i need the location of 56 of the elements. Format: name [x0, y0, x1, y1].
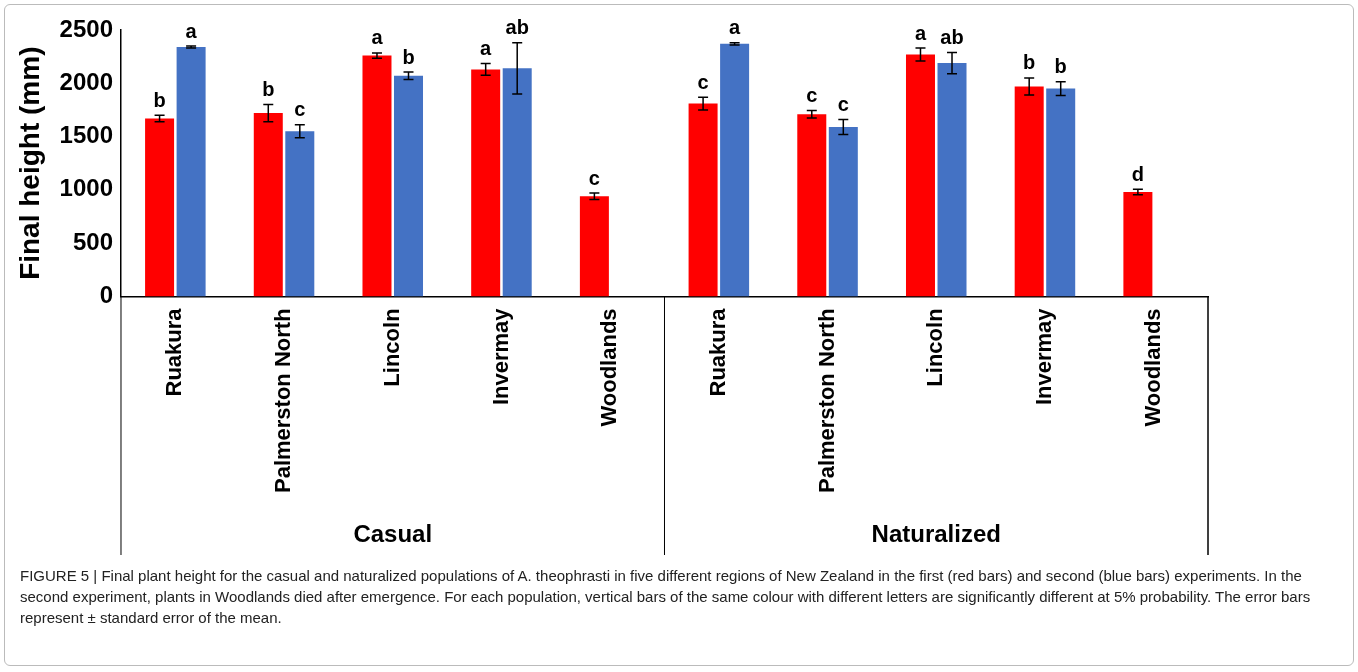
x-tick-label: Woodlands: [596, 308, 622, 427]
x-tick-label: Invermay: [487, 307, 513, 406]
y-tick-label: 2000: [59, 67, 113, 95]
data-label: a: [185, 19, 198, 42]
bar: [688, 103, 718, 297]
data-label: a: [480, 37, 493, 60]
bar: [1014, 86, 1044, 297]
text: Casual: [353, 519, 433, 547]
bar: [905, 54, 935, 297]
x-tick-label: Ruakura: [161, 307, 187, 397]
data-label: a: [729, 16, 742, 39]
data-label: a: [371, 26, 384, 49]
data-label: b: [262, 78, 275, 101]
y-tick-label: 2500: [59, 14, 113, 42]
bar: [720, 43, 750, 297]
x-tick-label: Palmerston North: [813, 308, 839, 494]
bar: [828, 126, 858, 297]
y-tick-label: 1000: [59, 174, 113, 202]
y-axis-title: Final height (mm): [13, 46, 45, 280]
data-label: c: [837, 93, 849, 116]
data-label: b: [1054, 55, 1067, 78]
x-tick-label: Woodlands: [1139, 308, 1165, 427]
bar: [471, 69, 501, 297]
y-tick-label: 1500: [59, 121, 113, 149]
y-tick-label: 0: [99, 281, 113, 309]
bar: [176, 47, 206, 297]
bar: [253, 113, 283, 297]
text: Naturalized: [871, 519, 1001, 547]
data-label: b: [402, 45, 415, 68]
bar: [502, 68, 532, 297]
bar: [579, 196, 609, 297]
bar: [1123, 191, 1153, 297]
data-label: c: [806, 83, 818, 106]
data-label: a: [914, 21, 927, 44]
bar: [937, 63, 967, 297]
bar: [285, 131, 315, 297]
data-label: ab: [505, 16, 529, 39]
caption: FIGURE 5 | Final plant height for the casual and naturalized populations of A. theophrasti in five different regions of New Zealand in the first (red bars) and second (blue bars) experiments. In the second experiment, plants in Woodlands died after emergence. For each population, vertical bars of the same colour with different letters are significantly different at 5% probability. The error bars represent ± standard error of the mean.: [20, 566, 1312, 628]
data-label: c: [697, 70, 709, 93]
y-tick-label: 500: [72, 227, 113, 255]
bar: [797, 114, 827, 297]
x-tick-label: Ruakura: [704, 307, 730, 397]
bar: [145, 118, 175, 297]
bar: [394, 75, 424, 297]
data-label: ab: [940, 25, 964, 48]
data-label: d: [1131, 162, 1144, 185]
bar: [362, 55, 392, 297]
bar: [1046, 88, 1076, 297]
data-label: c: [588, 166, 600, 189]
data-label: b: [153, 88, 166, 111]
x-tick-label: Lincoln: [378, 308, 404, 387]
x-tick-label: Invermay: [1031, 307, 1057, 406]
data-label: c: [294, 98, 306, 121]
x-tick-label: Lincoln: [922, 308, 948, 387]
x-tick-label: Palmerston North: [270, 308, 296, 494]
data-label: b: [1023, 51, 1036, 74]
